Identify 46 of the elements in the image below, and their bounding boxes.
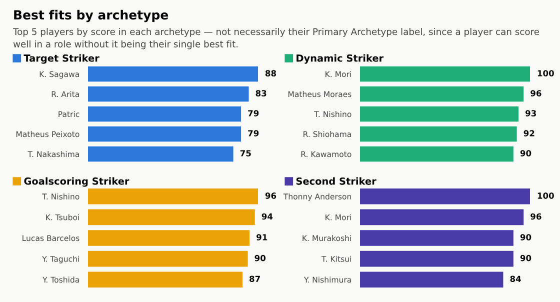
data-label: 93 xyxy=(525,110,536,116)
data-label: 79 xyxy=(248,110,259,116)
data-label: 96 xyxy=(530,213,542,220)
bar xyxy=(360,146,514,162)
bar xyxy=(88,188,258,204)
data-label: 90 xyxy=(520,234,532,240)
data-label: 90 xyxy=(520,254,532,262)
chart-subtitle: Top 5 players by score in each archetype — not necessarily their Primary Archetype label, since a player can score well in a role without it being their single best fit. xyxy=(12,28,540,50)
data-label: 84 xyxy=(510,276,521,282)
bar xyxy=(360,188,530,204)
bar xyxy=(88,250,248,267)
data-label: 88 xyxy=(265,70,276,76)
bar xyxy=(88,126,242,142)
data-label: 91 xyxy=(256,234,268,240)
bar xyxy=(88,209,255,226)
legend-label: Dynamic Striker xyxy=(296,54,384,64)
data-label: 75 xyxy=(240,150,251,156)
data-label: 92 xyxy=(524,130,534,136)
data-label: 96 xyxy=(530,90,542,96)
data-label: 96 xyxy=(265,192,276,199)
chart-title: Best fits by archetype xyxy=(14,10,168,22)
bar xyxy=(360,86,524,102)
data-label: 94 xyxy=(262,213,273,220)
bar xyxy=(360,126,517,142)
legend-label: Goalscoring Striker xyxy=(24,177,130,187)
bar xyxy=(360,209,524,226)
bar xyxy=(88,146,234,162)
bar xyxy=(88,272,242,288)
data-label: 87 xyxy=(250,276,260,282)
bar xyxy=(360,230,514,246)
bar xyxy=(88,106,242,122)
data-label: 83 xyxy=(256,90,266,96)
legend-label: Second Striker xyxy=(296,177,376,185)
data-label: 100 xyxy=(538,192,554,199)
data-label: 90 xyxy=(520,150,532,156)
data-label: 79 xyxy=(248,130,259,136)
bar xyxy=(360,272,504,288)
legend-label: Target Striker xyxy=(24,54,100,64)
bar xyxy=(360,66,530,82)
data-label: 100 xyxy=(538,70,554,76)
bar xyxy=(360,250,514,267)
bar xyxy=(88,66,258,82)
bar xyxy=(88,230,250,246)
bar xyxy=(360,106,519,122)
bar xyxy=(88,86,249,102)
data-label: 90 xyxy=(254,254,266,262)
